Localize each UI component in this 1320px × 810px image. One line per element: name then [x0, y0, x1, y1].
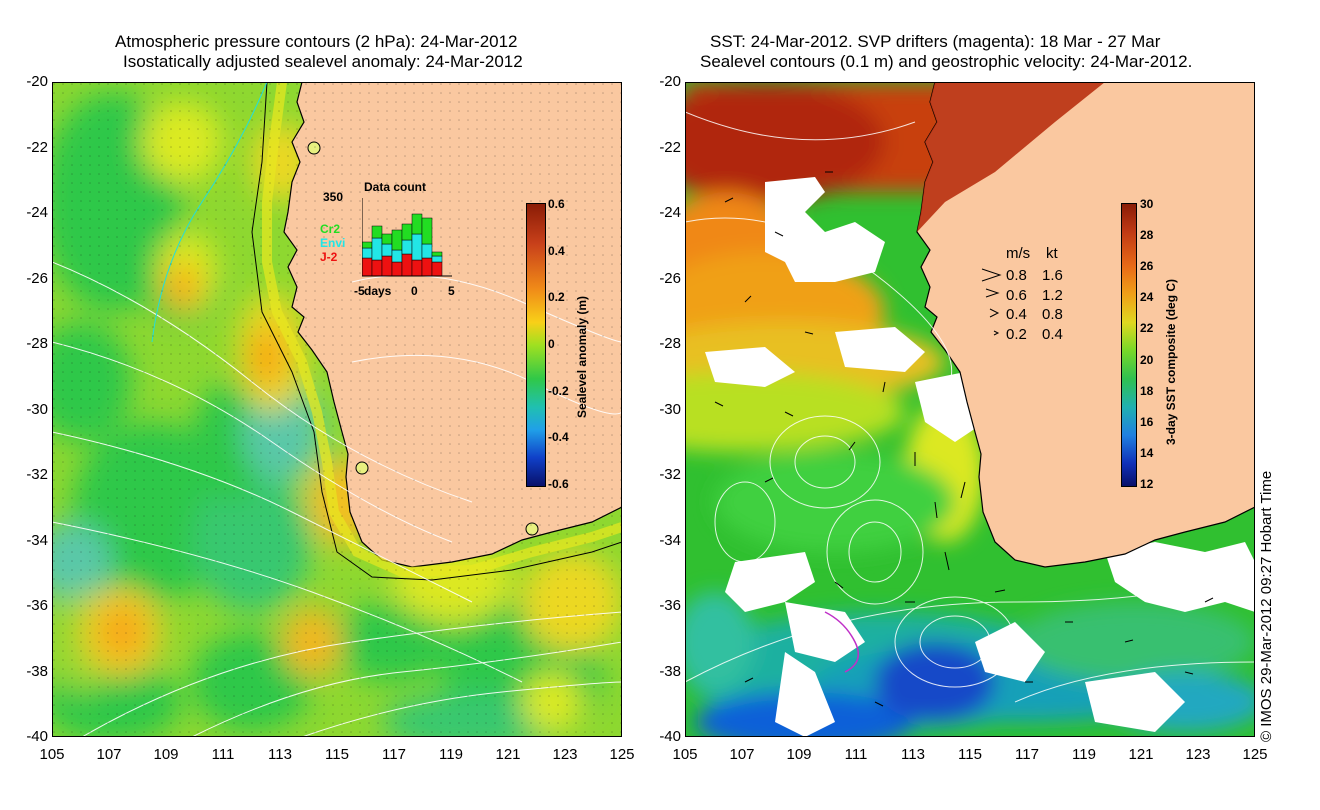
- right-lat-tick: -22: [659, 138, 681, 156]
- sst-cb-tick-9: 12: [1140, 477, 1154, 491]
- left-lon-tick: 111: [211, 746, 235, 763]
- sl-cb-tick-3: 0: [548, 337, 555, 351]
- velocity-legend: m/s kt 0.8 1.6 0.6 1.2 0.4 0.8 0.2 0.4: [980, 245, 1080, 345]
- sst-cb-tick-5: 20: [1140, 353, 1154, 367]
- inset-title: Data count: [364, 180, 427, 194]
- left-lat-tick: -26: [26, 269, 48, 287]
- vec-legend-kt-header: kt: [1046, 245, 1058, 262]
- right-lat-tick: -24: [659, 204, 681, 221]
- sealevel-colorbar: [526, 203, 546, 487]
- sst-cb-tick-4: 22: [1140, 321, 1154, 335]
- sst-colorbar: [1121, 203, 1137, 487]
- sst-cb-tick-3: 24: [1140, 290, 1154, 304]
- right-lon-tick: 121: [1128, 746, 1154, 763]
- inset-xtick-0: 0: [411, 284, 418, 298]
- sl-cb-tick-4: -0.2: [548, 384, 569, 398]
- left-lon-tick: 119: [439, 746, 463, 763]
- left-lon-tick: 105: [39, 746, 65, 763]
- right-lon-tick: 113: [901, 746, 925, 763]
- right-lon-tick: 123: [1185, 746, 1211, 763]
- right-lat-tick: -38: [659, 662, 681, 680]
- sst-cb-tick-1: 28: [1140, 228, 1154, 242]
- left-title-line2: Isostatically adjusted sealevel anomaly:…: [123, 52, 523, 71]
- left-lon-tick: 107: [96, 746, 122, 763]
- sst-cb-label: 3-day SST composite (deg C): [1164, 278, 1178, 445]
- right-lat-tick: -40: [659, 728, 681, 745]
- sl-cb-tick-6: -0.6: [548, 477, 569, 491]
- left-lon-tick: 123: [552, 746, 578, 763]
- right-lon-tick: 115: [958, 746, 982, 763]
- vec-legend-ms-header: m/s: [1006, 245, 1031, 262]
- left-lat-tick: -40: [26, 728, 48, 745]
- left-lat-tick: -20: [26, 73, 48, 90]
- left-lat-tick: -34: [26, 531, 48, 549]
- left-lon-tick: 115: [325, 746, 349, 763]
- vec-legend-ms-1: 0.6: [1006, 287, 1027, 304]
- sl-cb-tick-2: 0.2: [548, 290, 565, 304]
- right-lat-tick: -34: [659, 531, 681, 549]
- data-count-inset: Data count 350 Cr2 Envi J-2 -5 days 0 5: [318, 180, 468, 300]
- right-lat-tick: -32: [659, 466, 681, 483]
- sl-cb-tick-0: 0.6: [548, 197, 565, 211]
- vec-legend-kt-0: 1.6: [1042, 267, 1063, 284]
- inset-legend-envi: Envi: [320, 236, 346, 250]
- left-lon-tick: 113: [268, 746, 292, 763]
- right-lat-tick: -20: [659, 73, 681, 90]
- inset-legend-cr2: Cr2: [320, 222, 341, 236]
- right-lon-tick: 125: [1242, 746, 1268, 763]
- sst-cb-tick-6: 18: [1140, 384, 1154, 398]
- right-lat-tick: -30: [659, 400, 681, 418]
- right-title-line1: SST: 24-Mar-2012. SVP drifters (magenta)…: [710, 32, 1161, 51]
- sst-map: [685, 82, 1255, 737]
- left-lat-tick: -22: [26, 138, 48, 156]
- left-title-line1: Atmospheric pressure contours (2 hPa): 2…: [115, 32, 518, 51]
- sl-cb-tick-1: 0.4: [548, 244, 565, 258]
- inset-xtick-days: days: [364, 284, 392, 298]
- left-lat-tick: -38: [26, 662, 48, 680]
- inset-histogram: [362, 198, 452, 277]
- left-lon-tick: 125: [609, 746, 635, 763]
- right-lat-tick: -26: [659, 269, 681, 287]
- sl-cb-tick-5: -0.4: [548, 430, 569, 444]
- left-lon-tick: 109: [153, 746, 179, 763]
- sst-cb-tick-8: 14: [1140, 446, 1154, 460]
- sst-cb-tick-0: 30: [1140, 197, 1154, 211]
- left-lat-tick: -32: [26, 466, 48, 483]
- sl-cb-label: Sealevel anomaly (m): [575, 295, 589, 418]
- imos-credit: © IMOS 29-Mar-2012 09:27 Hobart Time: [1258, 470, 1275, 742]
- inset-xtick-m5: -5: [354, 284, 365, 298]
- right-lat-tick: -28: [659, 335, 681, 352]
- sst-cb-tick-2: 26: [1140, 259, 1154, 273]
- right-lon-tick: 119: [1072, 746, 1096, 763]
- right-title-line2: Sealevel contours (0.1 m) and geostrophi…: [700, 52, 1193, 71]
- vec-legend-arrows: [981, 268, 1002, 336]
- vec-legend-ms-3: 0.2: [1006, 326, 1027, 343]
- right-lon-tick: 109: [786, 746, 812, 763]
- right-lat-tick: -36: [659, 597, 681, 614]
- right-lon-tick: 107: [729, 746, 755, 763]
- right-lon-tick: 111: [844, 746, 868, 763]
- vec-legend-kt-2: 0.8: [1042, 306, 1063, 323]
- left-lat-tick: -24: [26, 204, 48, 221]
- vec-legend-kt-3: 0.4: [1042, 326, 1063, 343]
- left-lat-tick: -36: [26, 597, 48, 614]
- left-lat-tick: -30: [26, 400, 48, 418]
- left-lon-tick: 117: [382, 746, 406, 763]
- left-lon-tick: 121: [495, 746, 521, 763]
- inset-ymax: 350: [323, 190, 344, 204]
- vec-legend-kt-1: 1.2: [1042, 287, 1063, 304]
- sst-cb-tick-7: 16: [1140, 415, 1154, 429]
- inset-legend-j2: J-2: [320, 250, 338, 264]
- right-lon-tick: 117: [1015, 746, 1039, 763]
- inset-xtick-5: 5: [448, 284, 455, 298]
- vec-legend-ms-0: 0.8: [1006, 267, 1027, 284]
- left-lat-tick: -28: [26, 335, 48, 352]
- vec-legend-ms-2: 0.4: [1006, 306, 1027, 323]
- right-lon-tick: 105: [672, 746, 698, 763]
